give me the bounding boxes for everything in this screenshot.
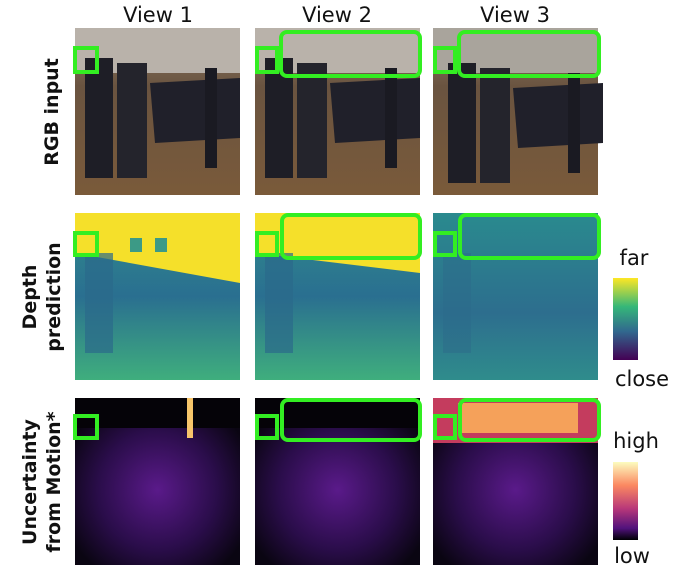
colorbar: [613, 278, 638, 360]
image: [75, 28, 240, 195]
image: [255, 398, 420, 565]
column-header: View 1: [123, 3, 193, 27]
row-labels: RGB input Depth prediction Uncertainty f…: [19, 58, 65, 552]
depth-images: [75, 213, 599, 380]
image: [433, 398, 598, 565]
row-label: prediction: [43, 242, 65, 351]
image: [75, 398, 240, 565]
colorbar-label: high: [613, 429, 659, 453]
column-headers: View 1 View 2 View 3: [123, 3, 550, 27]
column-header: View 3: [480, 3, 550, 27]
colorbar-label: low: [614, 544, 650, 568]
row-label: Depth: [19, 265, 41, 330]
image: [255, 213, 420, 380]
image: [75, 213, 240, 380]
colorbars: far close high low: [613, 246, 669, 568]
row-label: Uncertainty: [19, 418, 41, 544]
column-header: View 2: [302, 3, 372, 27]
image: [433, 213, 598, 380]
row-label: from Motion*: [43, 411, 65, 552]
colorbar: [613, 462, 638, 540]
rgb-images: [75, 28, 603, 195]
figure: View 1 View 2 View 3 RGB input Depth pre…: [0, 0, 697, 569]
colorbar-label: far: [620, 246, 649, 270]
uncertainty-images: [75, 398, 599, 565]
colorbar-label: close: [615, 367, 669, 391]
row-label: RGB input: [41, 58, 63, 166]
